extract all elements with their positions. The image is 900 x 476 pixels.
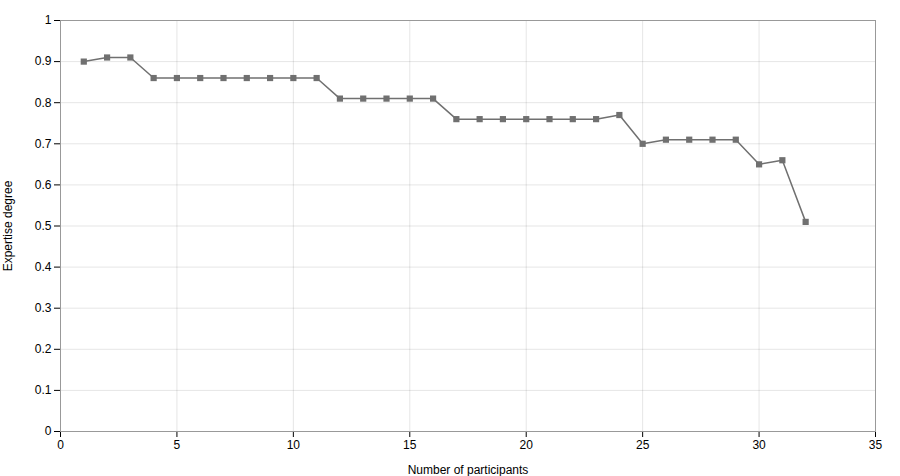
svg-text:Expertise degree: Expertise degree xyxy=(1,180,15,271)
svg-text:0.4: 0.4 xyxy=(35,260,52,274)
svg-text:0.2: 0.2 xyxy=(35,342,52,356)
svg-text:0.1: 0.1 xyxy=(35,383,52,397)
svg-text:1: 1 xyxy=(45,13,52,27)
svg-text:30: 30 xyxy=(752,438,766,452)
svg-text:0.9: 0.9 xyxy=(35,54,52,68)
svg-text:10: 10 xyxy=(287,438,301,452)
svg-text:20: 20 xyxy=(520,438,534,452)
svg-text:0: 0 xyxy=(57,438,64,452)
svg-text:Number of participants: Number of participants xyxy=(408,463,529,476)
svg-text:25: 25 xyxy=(636,438,650,452)
svg-text:5: 5 xyxy=(174,438,181,452)
svg-text:0.6: 0.6 xyxy=(35,178,52,192)
svg-text:35: 35 xyxy=(869,438,883,452)
svg-text:0: 0 xyxy=(45,424,52,438)
svg-text:0.3: 0.3 xyxy=(35,301,52,315)
svg-text:0.5: 0.5 xyxy=(35,219,52,233)
svg-text:0.7: 0.7 xyxy=(35,137,52,151)
svg-text:0.8: 0.8 xyxy=(35,96,52,110)
svg-text:15: 15 xyxy=(403,438,417,452)
